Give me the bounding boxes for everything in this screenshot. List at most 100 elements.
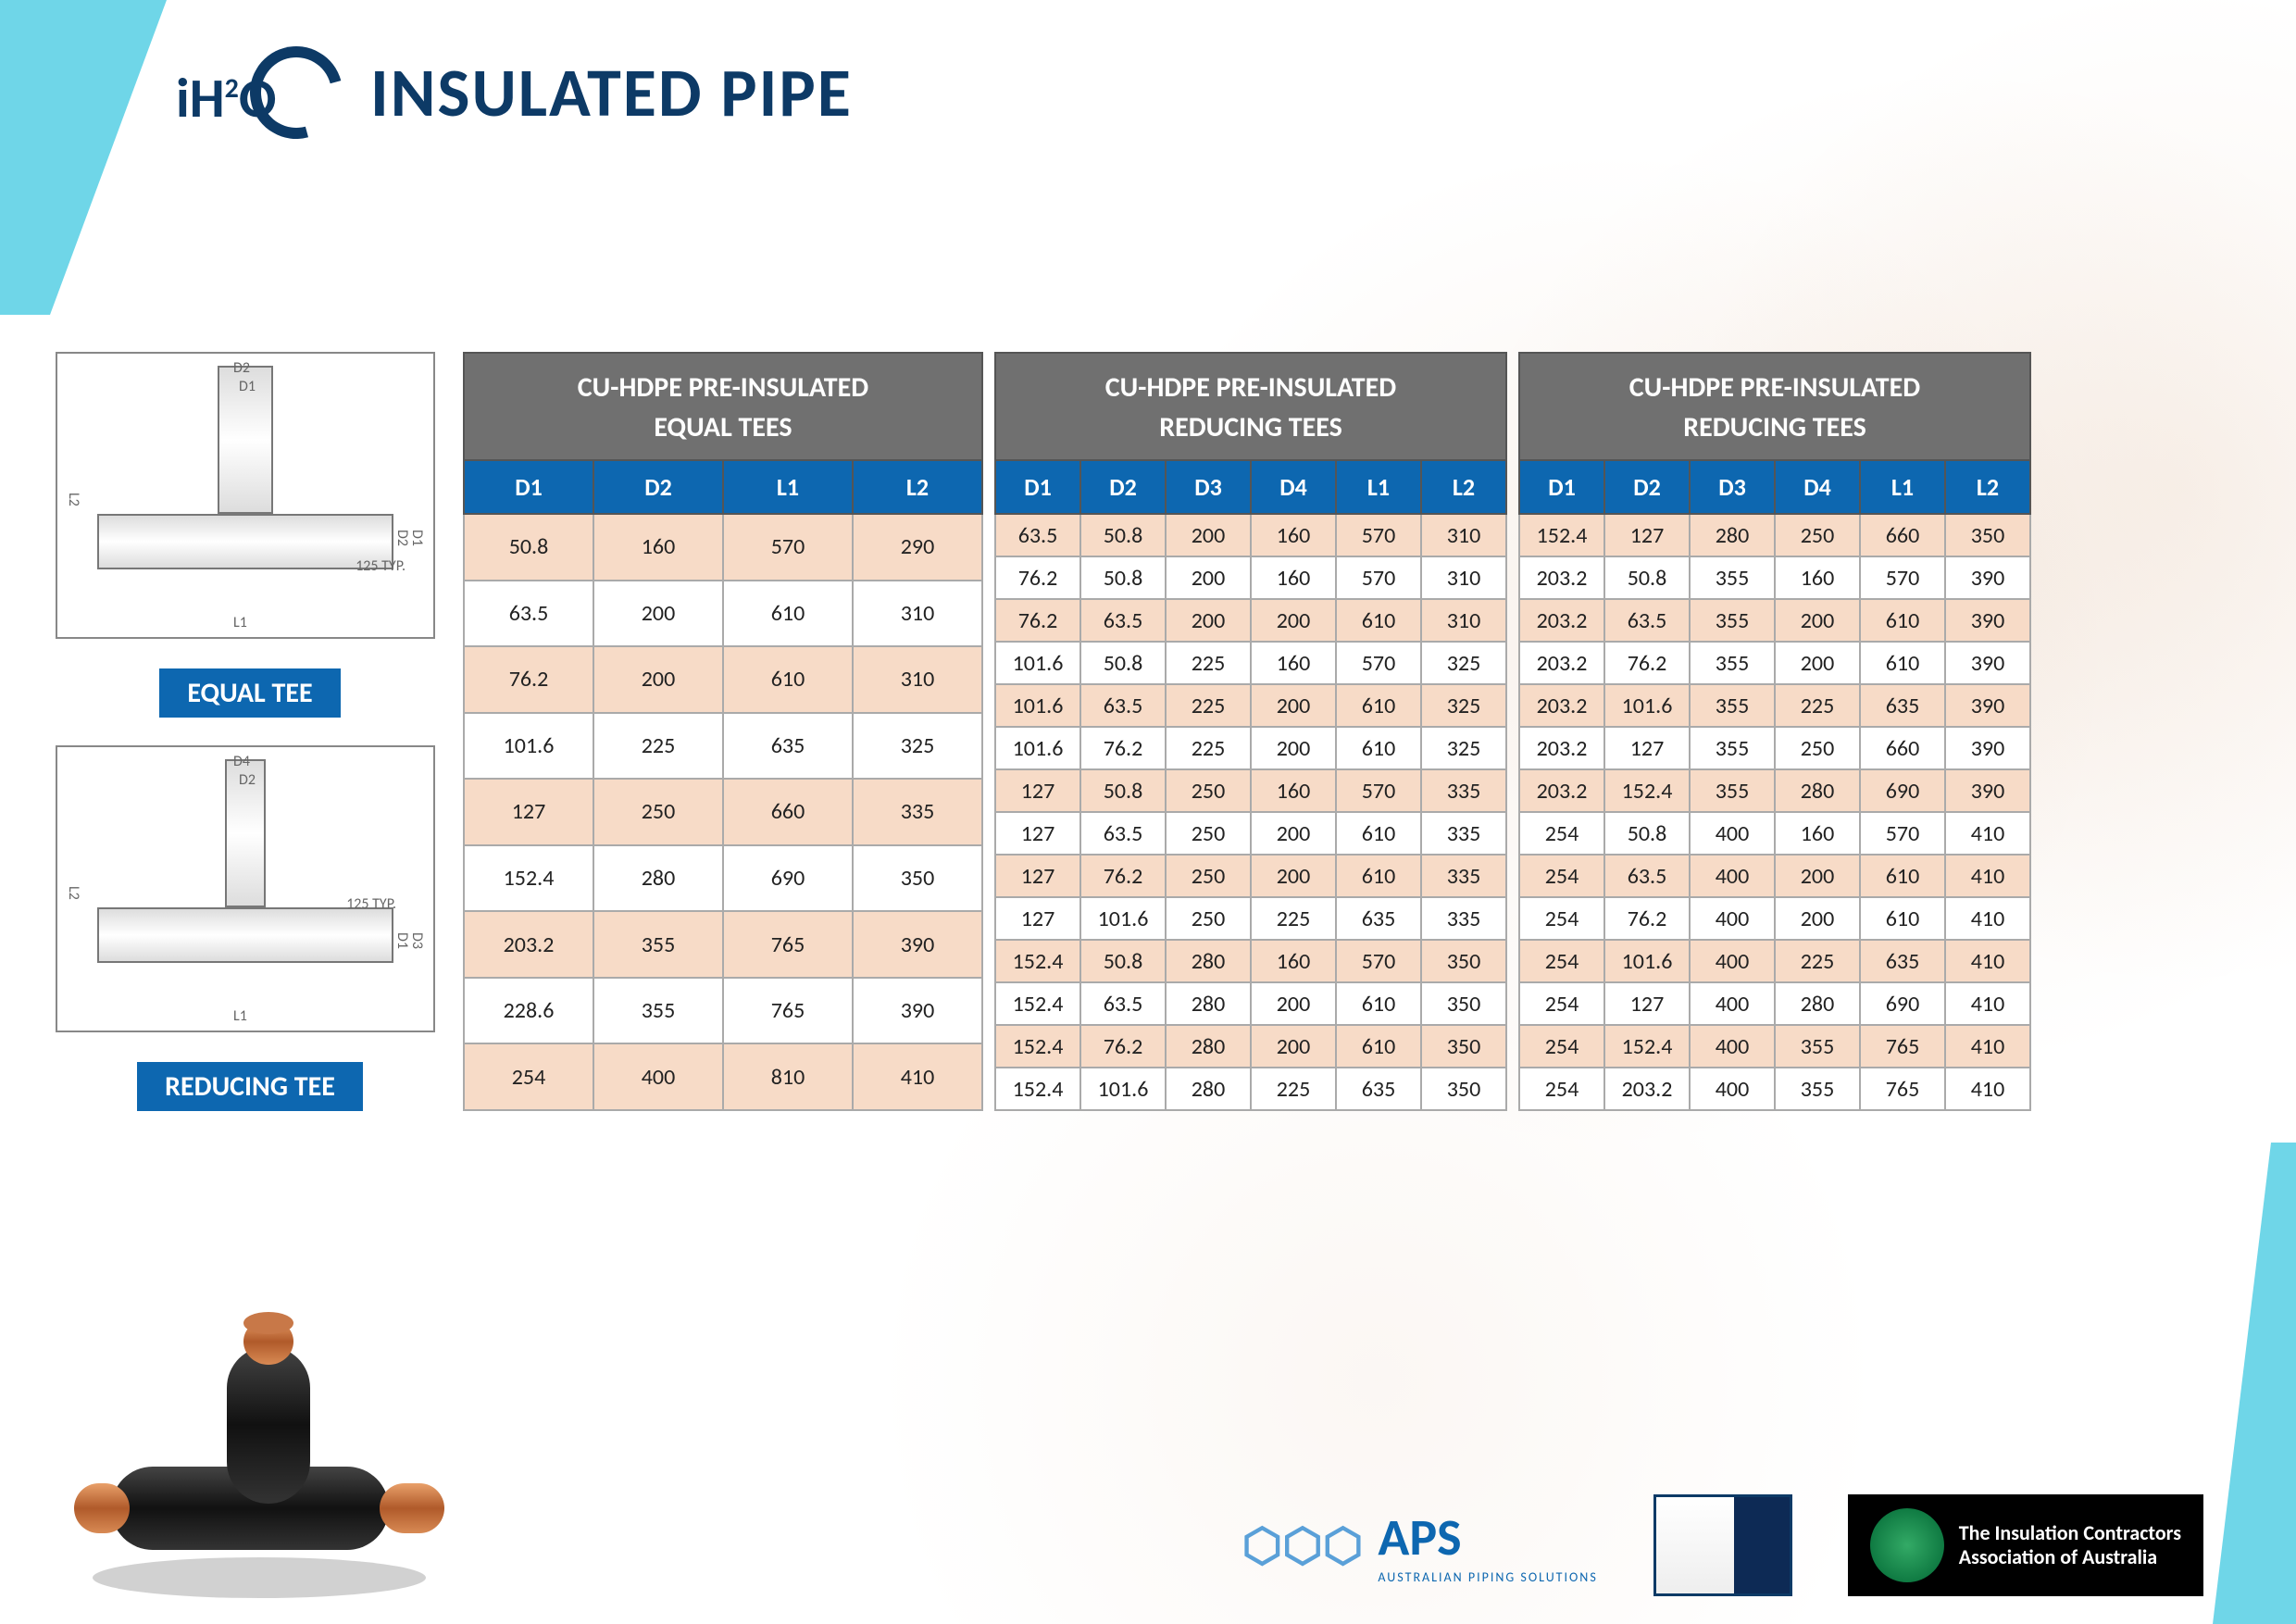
table-cell: 280 [1166,982,1251,1025]
table-cell: 203.2 [1604,1068,1690,1110]
table-row: 203.2355765390 [464,911,982,978]
table-cell: 160 [1775,812,1860,855]
table-cell: 690 [1860,769,1945,812]
table-cell: 280 [1690,514,1775,556]
table-cell: 310 [853,646,982,713]
table-cell: 765 [1860,1025,1945,1068]
table-row: 254101.6400225635410 [1519,940,2030,982]
table-cell: 101.6 [464,713,593,780]
table-cell: 101.6 [995,684,1080,727]
table-row: 228.6355765390 [464,978,982,1044]
dim-l1b-label: L1 [233,1007,247,1025]
table-cell: 310 [1421,556,1506,599]
table-cell: 325 [1421,642,1506,684]
table-cell: 250 [593,779,723,845]
table-cell: 254 [1519,940,1604,982]
table-title: CU-HDPE PRE-INSULATED [1519,353,2030,408]
table-cell: 101.6 [1080,1068,1166,1110]
table-cell: 101.6 [995,642,1080,684]
table-cell: 355 [1690,556,1775,599]
table-cell: 355 [1690,769,1775,812]
table-cell: 390 [853,911,982,978]
table-row: 76.263.5200200610310 [995,599,1506,642]
table-cell: 127 [1604,982,1690,1025]
table-cell: 63.5 [464,581,593,647]
table-cell: 152.4 [1604,769,1690,812]
table-row: 254127400280690410 [1519,982,2030,1025]
reducing-tee-label: REDUCING TEE [137,1062,363,1111]
dim-d2-label: D2 [233,359,250,377]
table-cell: 225 [1166,684,1251,727]
table-cell: 200 [1251,812,1336,855]
table-cell: 225 [593,713,723,780]
table-cell: 610 [1860,599,1945,642]
page-title: INSULATED PIPE [370,51,853,134]
table-cell: 335 [1421,812,1506,855]
table-cell: 200 [1775,642,1860,684]
table-cell: 635 [1336,1068,1421,1110]
table-column-header: L1 [723,460,853,514]
table-cell: 350 [1421,940,1506,982]
table-row: 12776.2250200610335 [995,855,1506,897]
dim-l2b-label: L2 [65,886,82,900]
table-cell: 225 [1251,1068,1336,1110]
table-cell: 152.4 [1604,1025,1690,1068]
table-cell: 250 [1166,855,1251,897]
table-cell: 63.5 [1080,982,1166,1025]
dim-typ-label: 125 TYP. [356,557,406,575]
table-cell: 390 [1945,642,2030,684]
table-column-header: D3 [1166,460,1251,514]
table-cell: 355 [1690,599,1775,642]
table-cell: 160 [1251,769,1336,812]
table-cell: 350 [853,845,982,912]
equal-tee-label: EQUAL TEE [159,668,340,718]
table-cell: 390 [1945,684,2030,727]
table-cell: 335 [1421,855,1506,897]
table-row: 152.4101.6280225635350 [995,1068,1506,1110]
table-cell: 635 [1336,897,1421,940]
table-cell: 127 [995,855,1080,897]
table-cell: 76.2 [995,556,1080,599]
table-cell: 280 [593,845,723,912]
table-cell: 76.2 [1080,1025,1166,1068]
table-cell: 127 [1604,727,1690,769]
reducing-tees-table-b: CU-HDPE PRE-INSULATEDREDUCING TEESD1D2D3… [1518,352,2031,1111]
table-row: 63.5200610310 [464,581,982,647]
table-cell: 410 [1945,940,2030,982]
table-row: 101.663.5225200610325 [995,684,1506,727]
table-subtitle: REDUCING TEES [995,408,1506,460]
table-cell: 127 [995,897,1080,940]
table-cell: 610 [1860,897,1945,940]
footer: ⬡⬡⬡ APS AUSTRALIAN PIPING SOLUTIONS The … [555,1494,2203,1596]
table-cell: 410 [1945,812,2030,855]
table-cell: 355 [1775,1068,1860,1110]
table-cell: 335 [1421,769,1506,812]
table-cell: 76.2 [995,599,1080,642]
table-column-header: D4 [1775,460,1860,514]
reducing-tees-table-a: CU-HDPE PRE-INSULATEDREDUCING TEESD1D2D3… [994,352,1507,1111]
table-cell: 400 [1690,940,1775,982]
table-cell: 325 [1421,727,1506,769]
table-cell: 50.8 [1604,556,1690,599]
table-cell: 765 [723,978,853,1044]
table-cell: 390 [1945,599,2030,642]
page-header: iH2O INSULATED PIPE [167,37,853,148]
table-cell: 610 [1336,599,1421,642]
table-row: 25450.8400160570410 [1519,812,2030,855]
table-row: 152.463.5280200610350 [995,982,1506,1025]
table-cell: 250 [1775,514,1860,556]
table-cell: 570 [1336,940,1421,982]
table-cell: 635 [1860,940,1945,982]
table-cell: 660 [1860,727,1945,769]
dim-typb-label: 125 TYP. [346,895,396,913]
table-subtitle: EQUAL TEES [464,408,982,460]
table-cell: 635 [723,713,853,780]
table-title: CU-HDPE PRE-INSULATED [464,353,982,408]
table-cell: 254 [1519,982,1604,1025]
equal-tee-drawing: D2 D1 L2 L1 125 TYP. D1 D2 [56,352,435,639]
table-cell: 200 [1251,1025,1336,1068]
table-cell: 660 [723,779,853,845]
table-cell: 76.2 [1080,855,1166,897]
table-cell: 410 [1945,982,2030,1025]
table-cell: 254 [1519,1025,1604,1068]
